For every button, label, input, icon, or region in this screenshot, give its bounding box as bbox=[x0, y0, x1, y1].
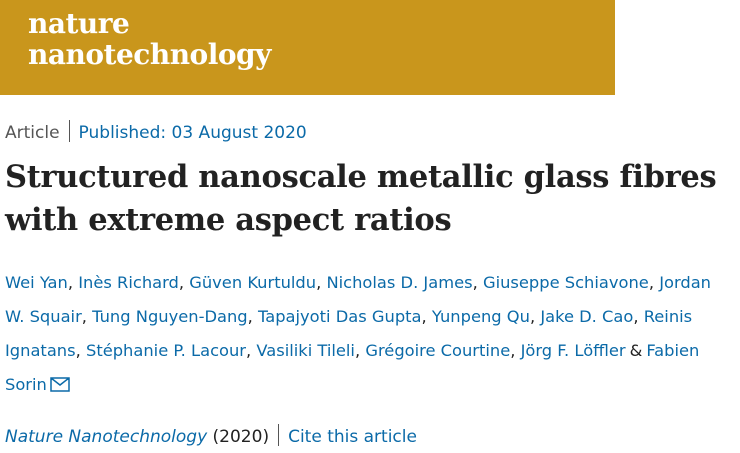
author-separator: , bbox=[354, 341, 361, 360]
author-separator: , bbox=[67, 273, 74, 292]
author-list: Wei Yan, Inès Richard, Güven Kurtuldu, N… bbox=[5, 266, 717, 402]
divider bbox=[278, 424, 280, 446]
article-title: Structured nanoscale metallic glass fibr… bbox=[5, 159, 717, 238]
author-name[interactable]: Güven Kurtuldu bbox=[189, 273, 317, 292]
author-name[interactable]: Tapajyoti Das Gupta bbox=[257, 307, 422, 326]
author-name[interactable]: Giuseppe Schiavone bbox=[482, 273, 649, 292]
author-separator: , bbox=[75, 341, 81, 360]
author-name[interactable]: Tung Nguyen-Dang bbox=[92, 307, 248, 326]
journal-banner[interactable]: nature nanotechnology bbox=[0, 0, 615, 95]
author-name[interactable]: Stéphanie P. Lacour bbox=[85, 341, 246, 360]
author-separator: , bbox=[316, 273, 322, 292]
author-name[interactable]: Fabien Sorin bbox=[5, 341, 700, 394]
published-date: Published: 03 August 2020 bbox=[78, 123, 307, 143]
author-separator: , bbox=[421, 307, 427, 326]
cite-link[interactable]: Cite this article bbox=[288, 427, 417, 447]
author-separator: & bbox=[629, 341, 643, 360]
article-meta: Article Published: 03 August 2020 bbox=[5, 120, 307, 143]
author-name[interactable]: Jörg F. Löffler bbox=[520, 341, 626, 360]
logo-line: nanotechnology bbox=[28, 38, 271, 71]
author-separator: , bbox=[510, 341, 516, 360]
author-name[interactable]: Yunpeng Qu bbox=[431, 307, 530, 326]
year: (2020) bbox=[212, 427, 270, 447]
author-separator: , bbox=[648, 273, 654, 292]
author-name[interactable]: Reinis Ignatans bbox=[5, 307, 693, 360]
journal-name[interactable]: Nature Nanotechnology bbox=[5, 427, 208, 447]
author-name[interactable]: Jordan W. Squair bbox=[5, 273, 711, 326]
author-name[interactable]: Jake D. Cao bbox=[540, 307, 634, 326]
author-name[interactable]: Wei Yan bbox=[5, 273, 68, 292]
envelope bbox=[50, 377, 70, 392]
email-icon[interactable] bbox=[50, 377, 70, 392]
journal-logo[interactable]: nature nanotechnology bbox=[28, 8, 271, 70]
author-separator: , bbox=[178, 273, 185, 292]
author-name[interactable]: Inès Richard bbox=[78, 273, 179, 292]
author-name[interactable]: Nicholas D. James bbox=[326, 273, 473, 292]
author-separator: , bbox=[633, 307, 639, 326]
citation-line: Nature Nanotechnology (2020) Cite this ar… bbox=[5, 424, 417, 447]
author-name[interactable]: Vasiliki Tileli bbox=[256, 341, 355, 360]
divider bbox=[68, 120, 70, 142]
logo-line: nature bbox=[28, 7, 130, 40]
author-separator: , bbox=[472, 273, 478, 292]
author-separator: , bbox=[246, 341, 252, 360]
author-separator: , bbox=[81, 307, 87, 326]
article-type: Article bbox=[5, 123, 60, 143]
author-separator: , bbox=[529, 307, 536, 326]
author-separator: , bbox=[247, 307, 253, 326]
author-name[interactable]: Grégoire Courtine bbox=[365, 341, 511, 360]
